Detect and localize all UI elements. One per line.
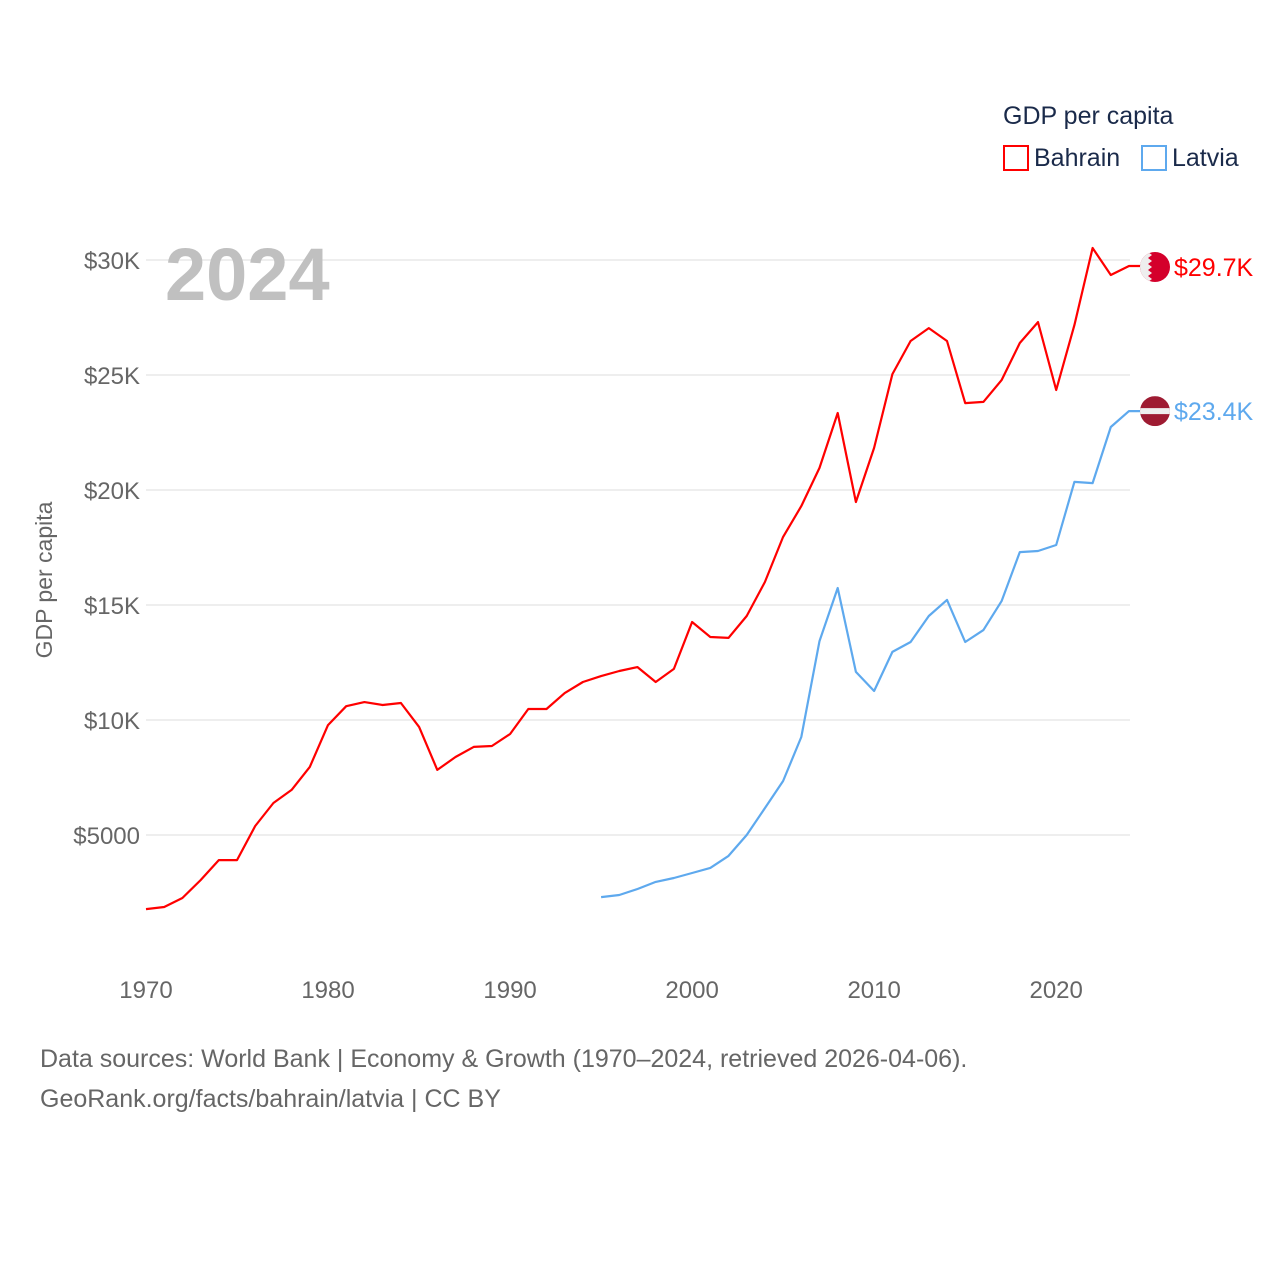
legend-label-bahrain: Bahrain bbox=[1034, 144, 1120, 172]
x-tick-label: 2010 bbox=[847, 977, 900, 1004]
x-tick-label: 1990 bbox=[483, 977, 536, 1004]
latvia-flag-icon bbox=[1140, 396, 1170, 427]
x-tick-label: 1970 bbox=[119, 977, 172, 1004]
end-value-label-bahrain: $29.7K bbox=[1174, 254, 1254, 282]
series-line-bahrain bbox=[145, 246, 1140, 911]
y-tick-label: $30K bbox=[84, 248, 140, 275]
bahrain-flag-icon bbox=[1140, 251, 1170, 282]
legend-swatch-bahrain bbox=[1003, 145, 1029, 171]
legend-title: GDP per capita bbox=[1003, 102, 1174, 130]
y-axis-label: GDP per capita bbox=[31, 501, 57, 658]
y-tick-label: $5000 bbox=[73, 823, 140, 850]
y-tick-label: $10K bbox=[84, 708, 140, 735]
x-tick-label: 2000 bbox=[665, 977, 718, 1004]
x-tick-label: 2020 bbox=[1029, 977, 1082, 1004]
series-line-latvia bbox=[600, 410, 1140, 899]
y-tick-label: $25K bbox=[84, 363, 140, 390]
x-tick-label: 1980 bbox=[301, 977, 354, 1004]
legend-swatch-latvia bbox=[1141, 145, 1167, 171]
year-label: 2024 bbox=[165, 233, 330, 316]
y-tick-label: $15K bbox=[84, 593, 140, 620]
footer-sources: Data sources: World Bank | Economy & Gro… bbox=[40, 1045, 968, 1073]
line-chart: $5000 $10K $15K $20K $25K $30K 1970 1980 1990 200… bbox=[31, 102, 1254, 1004]
end-value-label-latvia: $23.4K bbox=[1174, 398, 1254, 426]
legend-label-latvia: Latvia bbox=[1172, 144, 1239, 172]
footer-link[interactable]: GeoRank.org/facts/bahrain/latvia | CC BY bbox=[40, 1085, 501, 1113]
y-tick-label: $20K bbox=[84, 478, 140, 505]
